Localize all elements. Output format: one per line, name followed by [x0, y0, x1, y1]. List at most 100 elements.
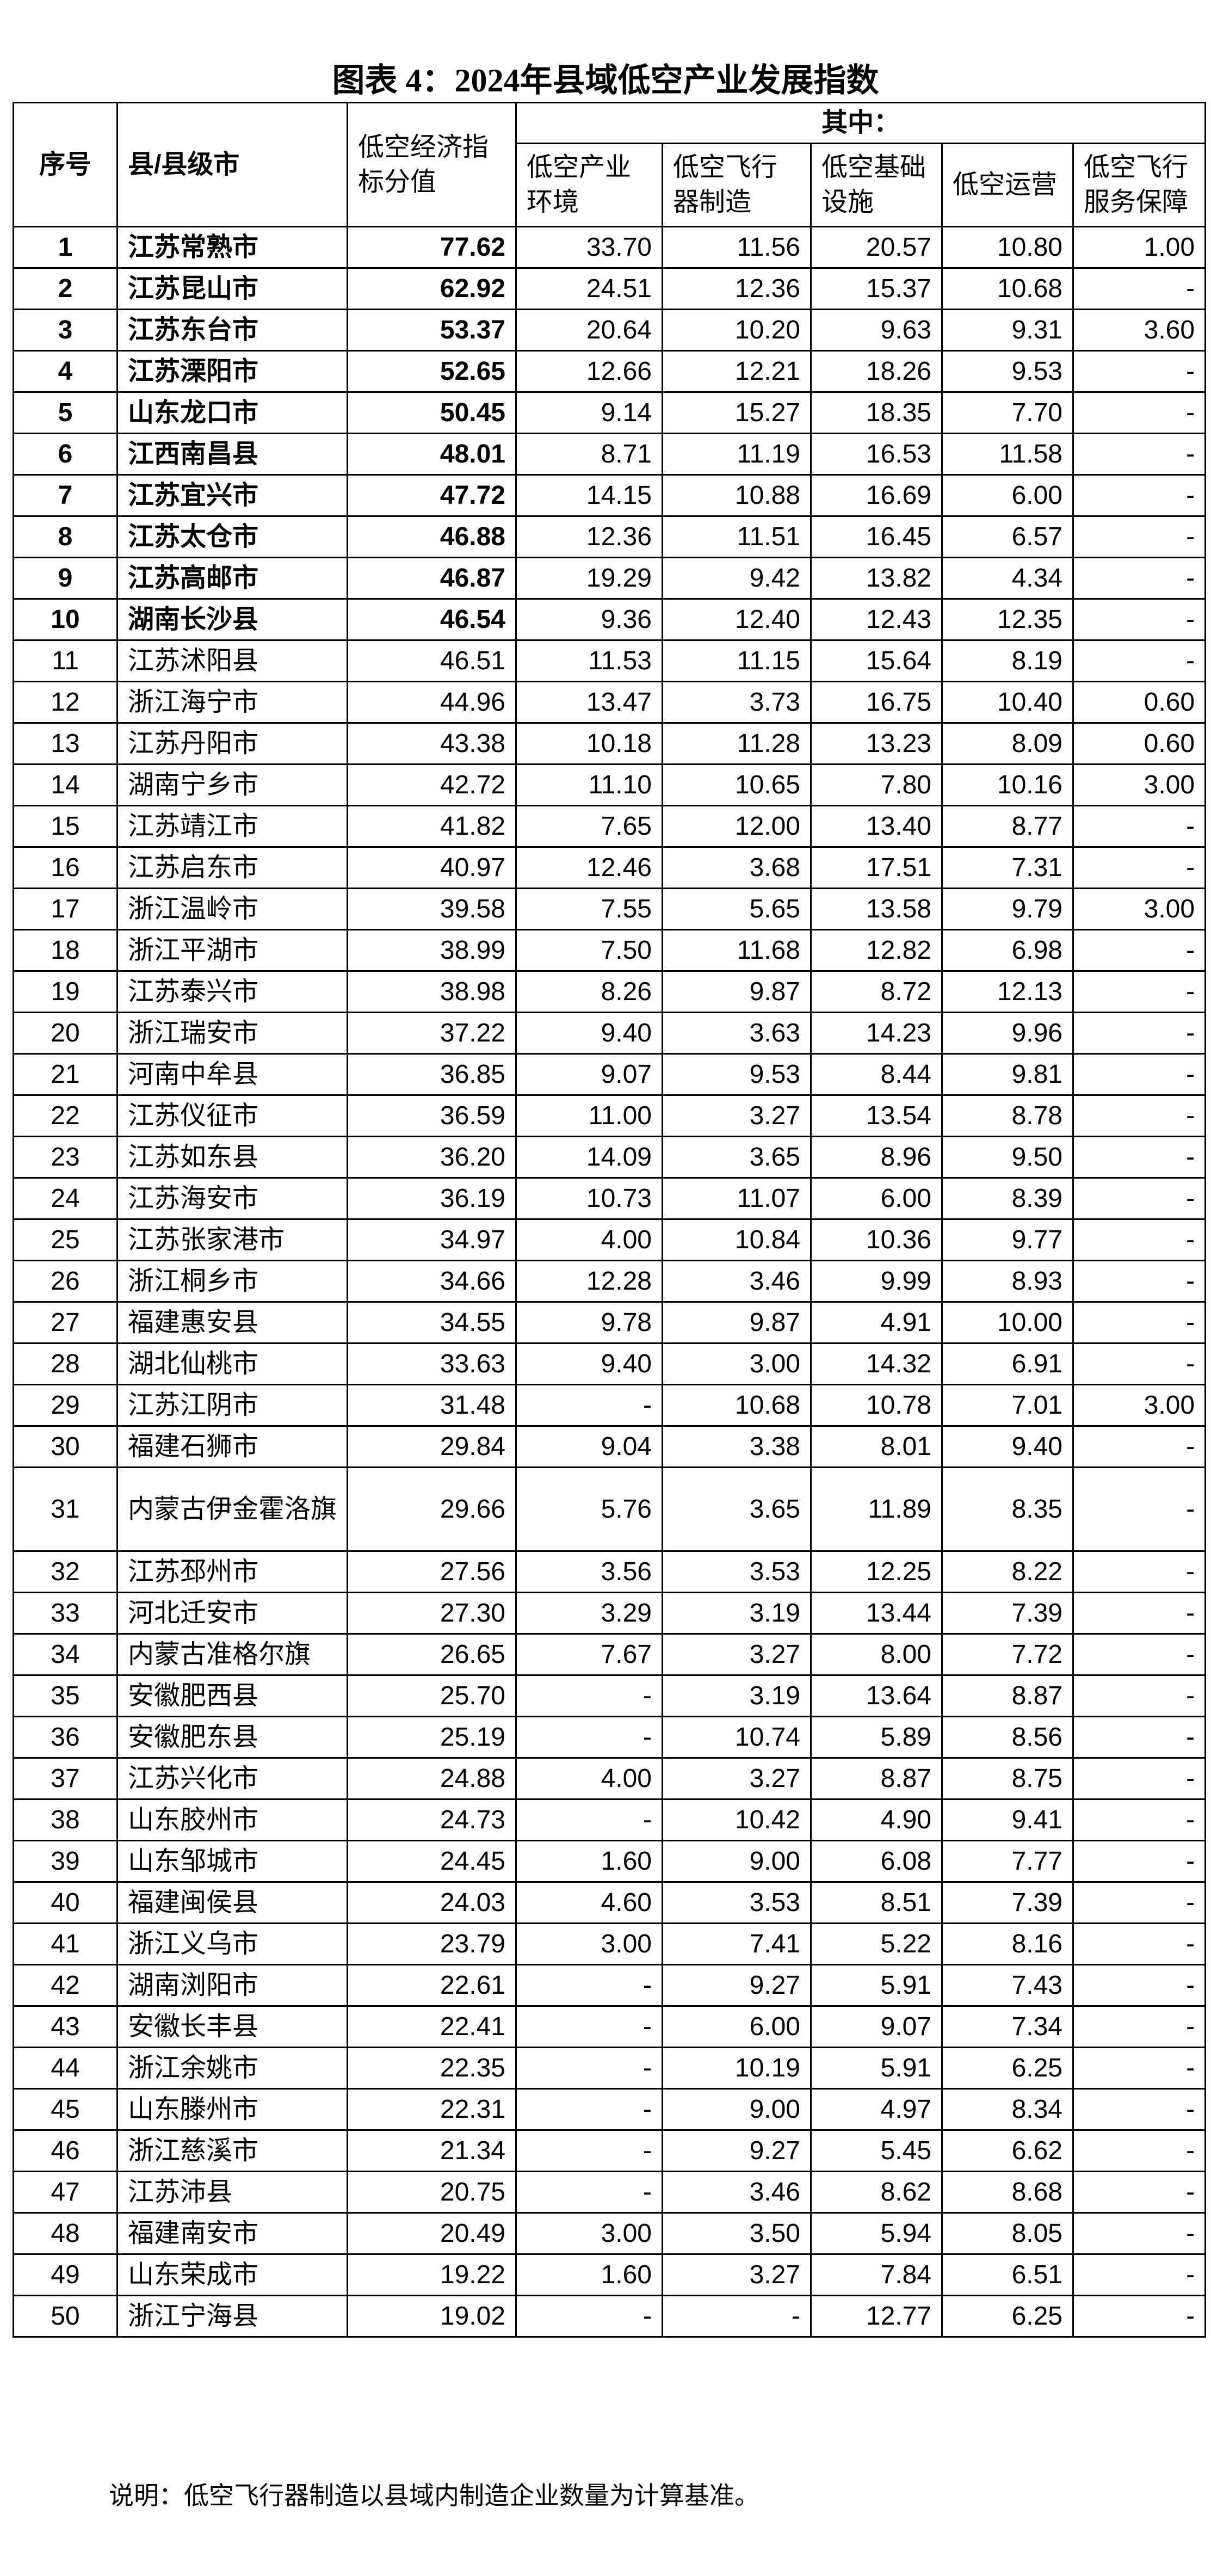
cell-industry-environment: 7.55: [515, 888, 663, 930]
cell-infrastructure: 8.44: [810, 1053, 943, 1096]
cell-county: 江苏宜兴市: [116, 474, 348, 517]
table-row: 38 山东胶州市 24.73-10.42 4.90 9.41-: [13, 1798, 1207, 1841]
cell-aircraft-manufacturing: 3.68: [662, 846, 812, 889]
cell-industry-environment: 11.10: [515, 763, 663, 806]
table-row: 6 江西南昌县 48.01 8.71 11.19 16.53 11.58-: [13, 433, 1207, 476]
cell-score: 22.41: [347, 2005, 517, 2048]
cell-county: 江苏高邮市: [116, 557, 348, 600]
cell-flight-service: -: [1072, 1260, 1207, 1303]
cell-seq: 49: [13, 2253, 118, 2296]
cell-flight-service: -: [1072, 1922, 1207, 1965]
cell-industry-environment: 7.67: [515, 1633, 663, 1676]
cell-industry-environment: 9.14: [515, 391, 663, 434]
cell-industry-environment: 3.56: [515, 1550, 663, 1593]
cell-county: 山东滕州市: [116, 2088, 348, 2131]
table-row: 47 江苏沛县 20.75-3.46 8.62 8.68-: [13, 2171, 1207, 2214]
header-score: 低空经济指标分值: [347, 102, 517, 227]
cell-score: 39.58: [347, 888, 517, 930]
table-row: 33 河北迁安市 27.30 3.29 3.19 13.44 7.39-: [13, 1592, 1207, 1635]
cell-score: 24.45: [347, 1840, 517, 1883]
cell-score: 25.19: [347, 1716, 517, 1759]
cell-county: 江苏昆山市: [116, 267, 348, 310]
cell-infrastructure: 20.57: [810, 226, 943, 269]
cell-operations: 10.68: [941, 267, 1074, 310]
table-row: 37 江苏兴化市 24.88 4.00 3.27 8.87 8.75-: [13, 1757, 1207, 1800]
cell-aircraft-manufacturing: 3.46: [662, 2171, 812, 2214]
cell-county: 湖南长沙县: [116, 598, 348, 641]
cell-county: 江苏仪征市: [116, 1094, 348, 1137]
cell-seq: 2: [13, 267, 118, 310]
cell-seq: 39: [13, 1840, 118, 1883]
table-row: 35 安徽肥西县 25.70-3.19 13.64 8.87-: [13, 1674, 1207, 1717]
cell-county: 江苏沛县: [116, 2171, 348, 2214]
cell-flight-service: -: [1072, 1218, 1207, 1261]
cell-operations: 8.78: [941, 1094, 1074, 1137]
cell-flight-service: -: [1072, 1757, 1207, 1800]
cell-score: 37.22: [347, 1012, 517, 1055]
cell-score: 46.87: [347, 557, 517, 600]
cell-infrastructure: 6.00: [810, 1177, 943, 1220]
cell-operations: 7.01: [941, 1384, 1074, 1427]
cell-industry-environment: 4.60: [515, 1881, 663, 1924]
cell-seq: 20: [13, 1012, 118, 1055]
cell-aircraft-manufacturing: 10.19: [662, 2047, 812, 2090]
cell-score: 29.66: [347, 1466, 517, 1552]
cell-flight-service: -: [1072, 515, 1207, 558]
cell-industry-environment: 1.60: [515, 1840, 663, 1883]
cell-industry-environment: 3.00: [515, 1922, 663, 1965]
cell-score: 22.31: [347, 2088, 517, 2131]
table-row: 45 山东滕州市 22.31-9.00 4.97 8.34-: [13, 2088, 1207, 2131]
table-row: 39 山东邹城市 24.45 1.60 9.00 6.08 7.77-: [13, 1840, 1207, 1883]
cell-infrastructure: 16.45: [810, 515, 943, 558]
cell-aircraft-manufacturing: 3.63: [662, 1012, 812, 1055]
cell-aircraft-manufacturing: 3.50: [662, 2212, 812, 2255]
cell-infrastructure: 13.82: [810, 557, 943, 600]
cell-aircraft-manufacturing: 11.51: [662, 515, 812, 558]
cell-aircraft-manufacturing: 12.40: [662, 598, 812, 641]
cell-county: 浙江海宁市: [116, 681, 348, 724]
cell-operations: 7.31: [941, 846, 1074, 889]
cell-seq: 29: [13, 1384, 118, 1427]
cell-aircraft-manufacturing: 10.88: [662, 474, 812, 517]
table-row: 11 江苏沭阳县 46.51 11.53 11.15 15.64 8.19-: [13, 639, 1207, 682]
cell-flight-service: -: [1072, 1301, 1207, 1344]
cell-industry-environment: 5.76: [515, 1466, 663, 1552]
cell-flight-service: -: [1072, 1094, 1207, 1137]
cell-score: 25.70: [347, 1674, 517, 1717]
cell-seq: 14: [13, 763, 118, 806]
cell-seq: 43: [13, 2005, 118, 2048]
cell-industry-environment: 9.40: [515, 1342, 663, 1385]
cell-seq: 6: [13, 433, 118, 476]
cell-aircraft-manufacturing: 9.27: [662, 2129, 812, 2172]
cell-industry-environment: 9.78: [515, 1301, 663, 1344]
cell-county: 安徽肥西县: [116, 1674, 348, 1717]
cell-seq: 40: [13, 1881, 118, 1924]
header-operations: 低空运营: [941, 143, 1074, 227]
cell-seq: 10: [13, 598, 118, 641]
cell-infrastructure: 11.89: [810, 1466, 943, 1552]
cell-county: 江苏如东县: [116, 1136, 348, 1179]
cell-operations: 6.25: [941, 2047, 1074, 2090]
cell-score: 27.56: [347, 1550, 517, 1593]
cell-score: 27.30: [347, 1592, 517, 1635]
cell-flight-service: -: [1072, 2005, 1207, 2048]
cell-operations: 8.75: [941, 1757, 1074, 1800]
cell-county: 江苏丹阳市: [116, 722, 348, 765]
cell-aircraft-manufacturing: 12.00: [662, 805, 812, 848]
header-group: 其中：: [515, 102, 1207, 144]
table-row: 4 江苏溧阳市 52.65 12.66 12.21 18.26 9.53-: [13, 350, 1207, 393]
cell-flight-service: -: [1072, 2088, 1207, 2131]
cell-operations: 8.05: [941, 2212, 1074, 2255]
table-row: 26 浙江桐乡市 34.66 12.28 3.46 9.99 8.93-: [13, 1260, 1207, 1303]
cell-operations: 7.39: [941, 1592, 1074, 1635]
cell-score: 23.79: [347, 1922, 517, 1965]
cell-county: 福建南安市: [116, 2212, 348, 2255]
table-row: 10 湖南长沙县 46.54 9.36 12.40 12.43 12.35-: [13, 598, 1207, 641]
cell-flight-service: -: [1072, 1674, 1207, 1717]
cell-industry-environment: 9.07: [515, 1053, 663, 1096]
cell-county: 江苏溧阳市: [116, 350, 348, 393]
cell-seq: 31: [13, 1466, 118, 1552]
cell-aircraft-manufacturing: 3.27: [662, 1094, 812, 1137]
cell-county: 福建石狮市: [116, 1425, 348, 1468]
cell-score: 31.48: [347, 1384, 517, 1427]
